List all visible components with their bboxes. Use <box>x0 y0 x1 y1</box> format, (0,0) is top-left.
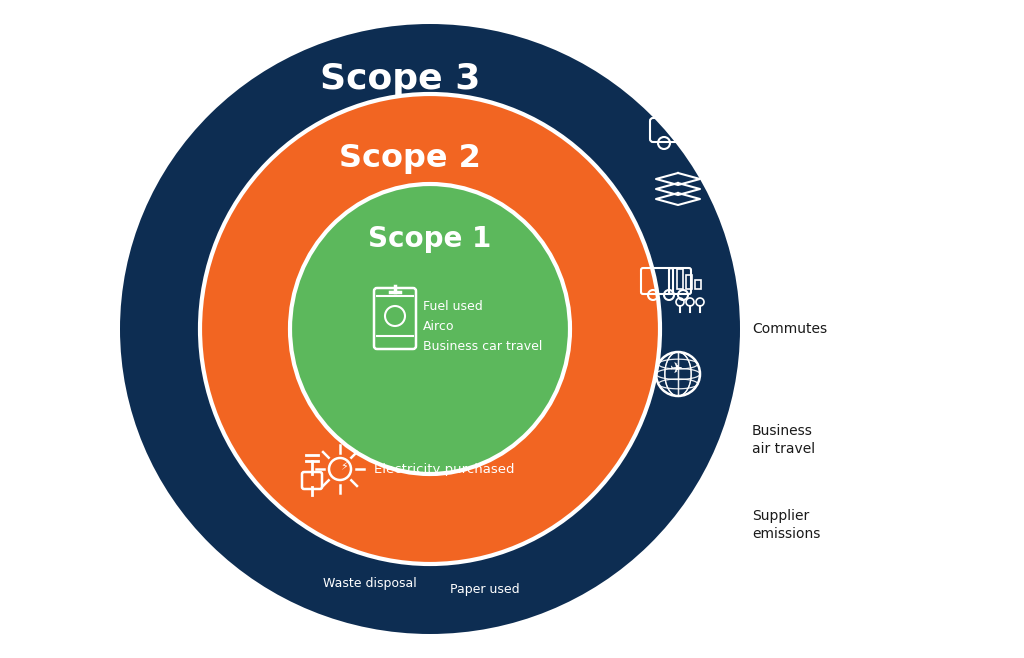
Text: Scope 3: Scope 3 <box>319 62 480 96</box>
Text: Scope 1: Scope 1 <box>369 225 492 253</box>
Bar <box>677 269 683 289</box>
Text: Paper used: Paper used <box>451 582 520 595</box>
Text: ⚡: ⚡ <box>340 462 348 472</box>
Text: ✈: ✈ <box>669 361 681 376</box>
Text: Scope 2: Scope 2 <box>339 143 481 174</box>
Text: Waste disposal: Waste disposal <box>324 578 417 590</box>
Text: Fuel used: Fuel used <box>423 299 482 313</box>
Text: Airco: Airco <box>423 320 455 332</box>
Ellipse shape <box>200 94 660 564</box>
Text: Business car travel: Business car travel <box>423 340 543 353</box>
Bar <box>695 280 701 289</box>
Ellipse shape <box>290 184 570 474</box>
Text: Supplier
emissions: Supplier emissions <box>752 509 820 542</box>
Text: Business
air travel: Business air travel <box>752 424 815 457</box>
Ellipse shape <box>120 24 740 634</box>
Text: Electricity purchased: Electricity purchased <box>374 463 514 476</box>
Bar <box>686 275 692 289</box>
Text: Commutes: Commutes <box>752 322 827 336</box>
